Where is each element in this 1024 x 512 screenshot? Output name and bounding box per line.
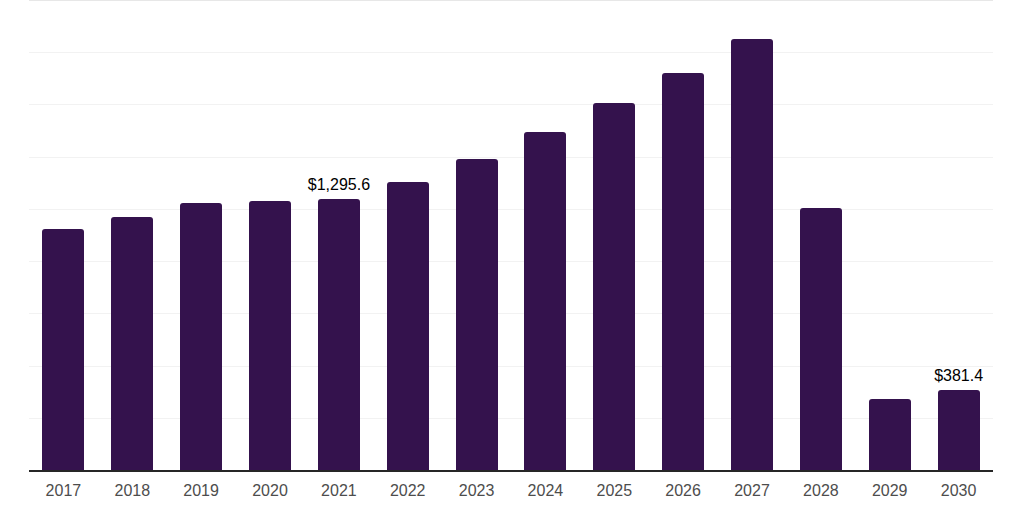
bar-value-label-2021: $1,295.6 xyxy=(279,175,399,194)
gridline-500 xyxy=(29,366,993,367)
x-axis: 2017201820192020202120222023202420252026… xyxy=(29,481,993,503)
bar-2026[interactable] xyxy=(662,73,704,470)
bar-2023[interactable] xyxy=(456,159,498,470)
bar-2021[interactable] xyxy=(318,199,360,470)
gridline-2250 xyxy=(29,0,993,1)
gridline-750 xyxy=(29,313,993,314)
bar-2017[interactable] xyxy=(42,229,84,470)
bar-2019[interactable] xyxy=(180,203,222,470)
plot-area: $1,295.6$381.4 xyxy=(29,0,993,472)
gridline-1500 xyxy=(29,157,993,158)
gridline-1000 xyxy=(29,261,993,262)
bar-2018[interactable] xyxy=(111,217,153,470)
bar-value-label-2030: $381.4 xyxy=(899,366,1019,385)
bar-2027[interactable] xyxy=(731,39,773,470)
gridline-2000 xyxy=(29,52,993,53)
annual-revenue-bar-chart: $1,295.6$381.4 2017201820192020202120222… xyxy=(0,0,1024,512)
bar-2028[interactable] xyxy=(800,208,842,470)
x-axis-line xyxy=(29,470,993,472)
bar-2022[interactable] xyxy=(387,182,429,470)
bar-2029[interactable] xyxy=(869,399,911,470)
gridline-250 xyxy=(29,418,993,419)
bar-2024[interactable] xyxy=(524,132,566,470)
gridline-1250 xyxy=(29,209,993,210)
gridline-1750 xyxy=(29,104,993,105)
bar-2030[interactable] xyxy=(938,390,980,470)
bar-2020[interactable] xyxy=(249,201,291,471)
x-tick-label-2030: 2030 xyxy=(919,481,999,501)
bar-2025[interactable] xyxy=(593,103,635,470)
